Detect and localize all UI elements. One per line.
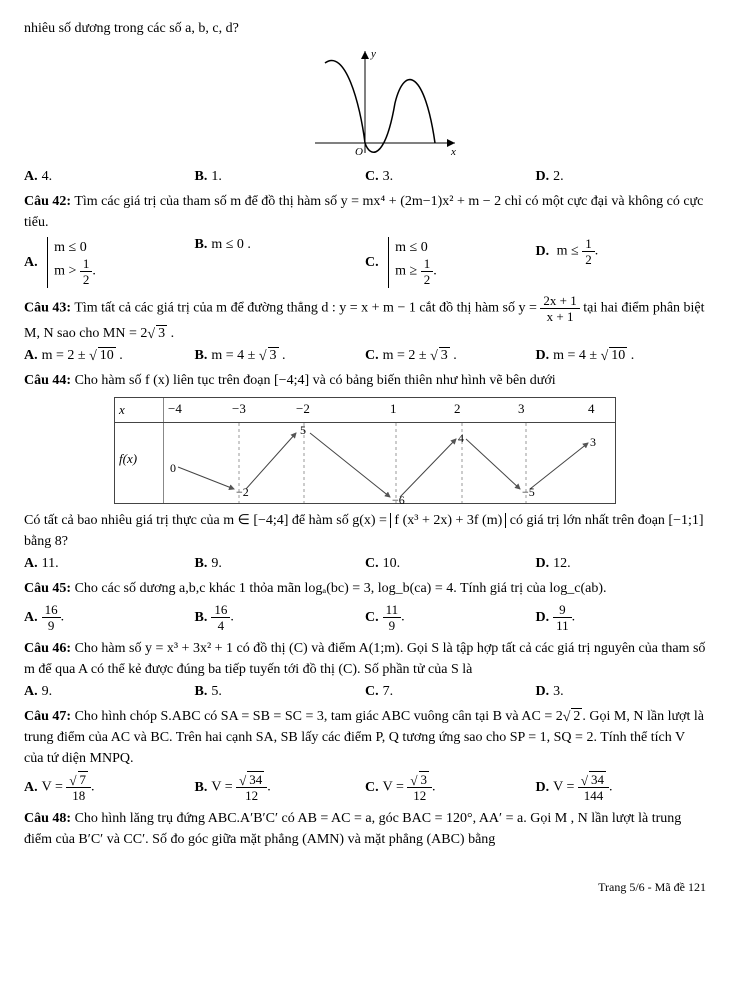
q41-options: A.4. B.1. C.3. D.2. [24,169,706,185]
opt-text: 4. [42,169,53,184]
q44b: Có tất cả bao nhiêu giá trị thực của m ∈… [24,510,706,552]
opt-label: A. [24,255,42,270]
opt-label: C. [365,169,383,184]
opt-label: D. [536,244,554,259]
fx-value: −6 [392,493,405,508]
fx-row: 0−25−64−53 [164,423,615,503]
fx-value: 5 [300,423,306,438]
q44a: Câu 44: Cho hàm số f (x) liên tục trên đ… [24,370,706,391]
opt-text: m ≤ 0 . [211,237,251,252]
q-label: Câu 43: [24,301,71,316]
q-text: Tìm các giá trị của tham số m để đồ thị … [24,194,703,230]
q-text: Tìm tất cả các giá trị của m để đường th… [74,301,540,316]
q45: Câu 45: Cho các số dương a,b,c khác 1 th… [24,578,706,599]
intro-line: nhiêu số dương trong các số a, b, c, d? [24,18,706,39]
q46: Câu 46: Cho hàm số y = x³ + 3x² + 1 có đ… [24,638,706,680]
svg-text:y: y [370,48,376,60]
opt-text: 3. [383,169,394,184]
opt-label: B. [195,237,212,252]
q48: Câu 48: Cho hình lăng trụ đứng ABC.A′B′C… [24,808,706,850]
q-label: Câu 44: [24,373,71,388]
q47-options: A.V = √718. B.V = √3412. C.V = √312. D.V… [24,773,706,802]
q47: Câu 47: Cho hình chóp S.ABC có SA = SB =… [24,706,706,769]
opt-label: B. [195,169,212,184]
fx-value: 4 [458,431,464,446]
q45-options: A.169. B.164. C.119. D.911. [24,603,706,632]
fx-value: 0 [170,461,176,476]
q43-options: A.m = 2 ± √10 . B.m = 4 ± √3 . C.m = 2 ±… [24,348,706,364]
page-footer: Trang 5/6 - Mã đề 121 [24,880,706,895]
opt-text: 1. [211,169,222,184]
cubic-graph: y x O [265,43,465,163]
svg-text:x: x [450,146,456,158]
opt-label: D. [536,169,554,184]
q42: Câu 42: Tìm các giá trị của tham số m để… [24,191,706,233]
opt-text: 2. [553,169,564,184]
svg-text:O: O [355,146,363,158]
q43: Câu 43: Tìm tất cả các giá trị của m để … [24,294,706,344]
system-A: m ≤ 0 m > 12. [47,237,96,288]
system-C: m ≤ 0 m ≥ 12. [388,237,437,288]
q44-options: A.11. B.9. C.10. D.12. [24,556,706,572]
fx-value: −2 [236,485,249,500]
fx-value: 3 [590,435,596,450]
q46-options: A.9. B.5. C.7. D.3. [24,684,706,700]
opt-label: C. [365,255,383,270]
q-label: Câu 42: [24,194,71,209]
q-text: Cho hàm số f (x) liên tục trên đoạn [−4;… [75,373,556,388]
q42-options: A. m ≤ 0 m > 12. B.m ≤ 0 . C. m ≤ 0 m ≥ … [24,237,706,288]
variation-table: x −4 −3 −2 1 2 3 4 f(x) [114,397,616,504]
fx-value: −5 [522,485,535,500]
opt-label: A. [24,169,42,184]
x-row: −4 −3 −2 1 2 3 4 [164,398,615,420]
